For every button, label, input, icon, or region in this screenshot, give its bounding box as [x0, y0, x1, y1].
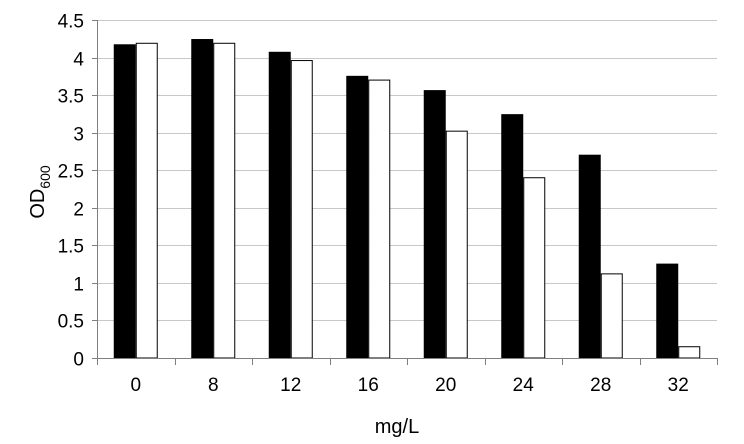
- x-tick-label: 8: [208, 375, 219, 396]
- y-tick-label: 4: [73, 50, 84, 71]
- x-tick-label: 0: [130, 375, 141, 396]
- y-axis-title: OD600: [27, 165, 53, 219]
- x-axis-title: mg/L: [375, 416, 419, 438]
- bar-series-1: [113, 44, 136, 359]
- y-axis-title-subscript: 600: [37, 165, 53, 189]
- bar-series-2: [678, 346, 701, 359]
- x-tick-label: 24: [513, 375, 535, 396]
- y-tick-label: 2.5: [58, 162, 84, 183]
- y-tick-label: 1: [73, 275, 84, 296]
- y-tick-label: 0: [73, 350, 84, 371]
- bar-series-2: [213, 42, 236, 359]
- y-tick-label: 0.5: [58, 312, 84, 333]
- bar-series-2: [368, 79, 391, 359]
- y-tick-label: 4.5: [58, 12, 84, 33]
- y-tick-label: 2: [73, 200, 84, 221]
- y-tick-label: 3: [73, 125, 84, 146]
- bar-series-2: [290, 60, 313, 359]
- x-tick-label: 32: [668, 375, 689, 396]
- bar-series-2: [523, 177, 546, 359]
- grid-lines: [97, 20, 717, 321]
- axes: [92, 20, 718, 365]
- x-tick-label: 28: [590, 375, 611, 396]
- bar-series-1: [656, 263, 679, 359]
- bar-series-1: [501, 114, 524, 359]
- x-tick-label: 12: [280, 375, 301, 396]
- bar-series-1: [423, 90, 446, 359]
- y-axis-title-main: OD: [27, 189, 49, 219]
- bar-series-2: [600, 273, 623, 359]
- bar-series-2: [135, 42, 158, 359]
- y-tick-label: 3.5: [58, 87, 84, 108]
- bar-series-1: [191, 39, 214, 359]
- x-tick-labels: 0 8 12 16 20 24 28 32: [130, 375, 688, 396]
- bar-series-1: [578, 154, 601, 359]
- bar-series-1: [268, 51, 291, 359]
- bar-series-2: [445, 130, 468, 359]
- y-tick-label: 1.5: [58, 237, 84, 258]
- y-tick-labels: 0 0.5 1 1.5 2 2.5 3 3.5 4 4.5: [58, 12, 85, 371]
- bars: [113, 39, 701, 359]
- x-tick-label: 20: [435, 375, 456, 396]
- x-tick-label: 16: [358, 375, 379, 396]
- bar-series-1: [346, 75, 369, 359]
